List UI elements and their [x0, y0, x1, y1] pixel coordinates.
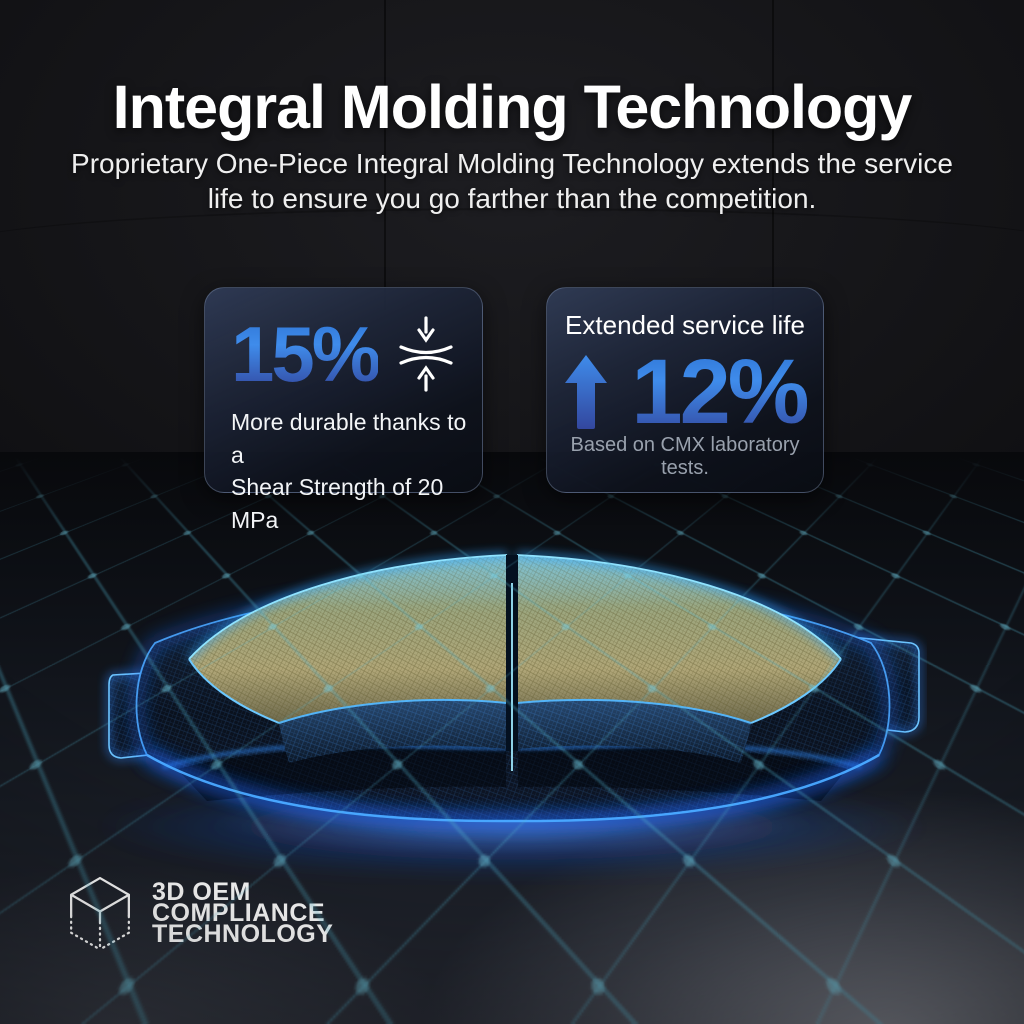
subtitle-line-2: life to ensure you go farther than the c… [207, 183, 817, 215]
service-life-caption: Based on CMX laboratory tests. [570, 434, 800, 479]
pad-center-slot [505, 555, 519, 777]
service-life-value: 12% [631, 341, 809, 443]
durability-caption-line-2: Shear Strength of 20 MPa [231, 474, 444, 533]
panel-seam [0, 208, 1024, 430]
cube-icon [70, 876, 130, 951]
durability-caption-line-1: More durable thanks to a [231, 409, 467, 468]
page-subtitle: Proprietary One-Piece Integral Molding T… [0, 146, 1024, 217]
compress-icon [399, 316, 453, 392]
brake-pad-render [97, 552, 927, 879]
subtitle-line-1: Proprietary One-Piece Integral Molding T… [71, 148, 953, 179]
service-life-label: Extended service life [565, 310, 805, 340]
brand-badge-text: 3D OEM Compliance Technology [152, 879, 334, 948]
brand-line-3: Technology [152, 919, 334, 948]
durability-caption: More durable thanks to a Shear Strength … [231, 406, 471, 537]
brand-badge: 3D OEM Compliance Technology [62, 872, 333, 954]
page-title: Integral Molding Technology [112, 73, 913, 141]
stat-card-service-life: Extended service life 12% Based on CMX l… [546, 287, 824, 493]
durability-value: 15% [231, 310, 381, 398]
arrow-up-icon [565, 355, 608, 429]
stat-card-durability: 15% More durable thanks to a Shear Stren… [204, 287, 483, 533]
